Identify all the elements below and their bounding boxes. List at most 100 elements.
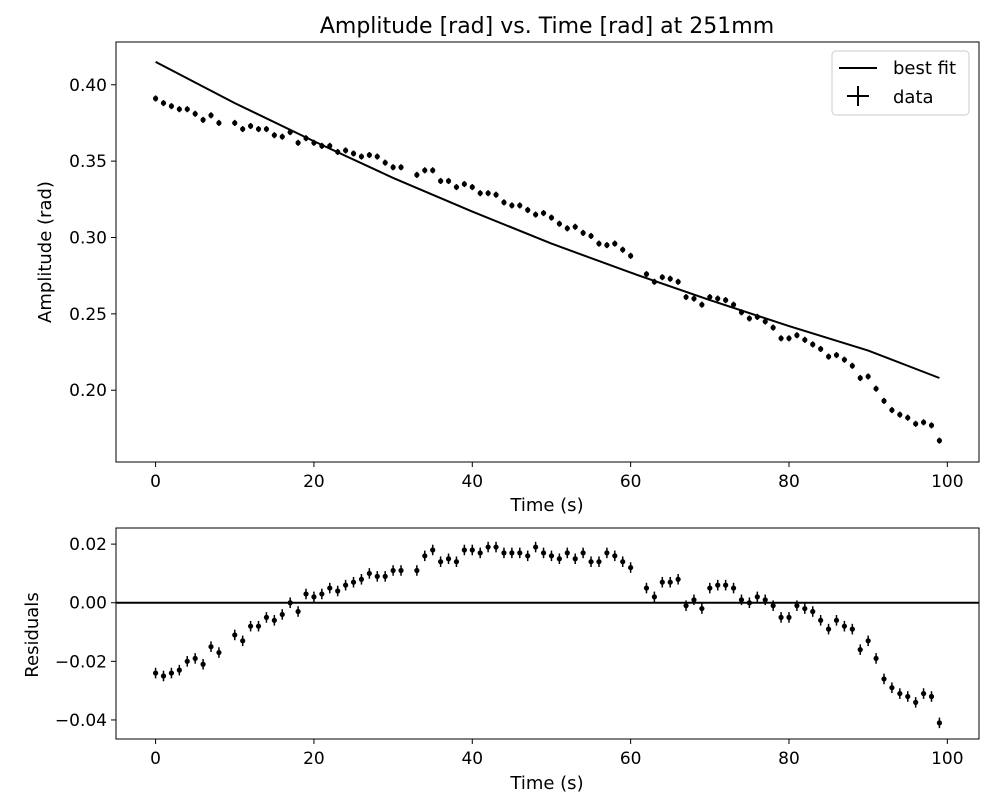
- data-point: [477, 190, 483, 197]
- data-point: [707, 582, 713, 594]
- residuals-x-tick-label: 20: [303, 749, 325, 769]
- residuals-y-tick-label: 0.02: [69, 535, 107, 555]
- data-point: [659, 576, 665, 588]
- data-point: [746, 597, 752, 609]
- data-point: [699, 603, 705, 614]
- data-point: [319, 142, 325, 149]
- data-point: [343, 579, 349, 591]
- data-point: [699, 301, 705, 308]
- data-point: [628, 252, 634, 259]
- residuals-x-tick-label: 40: [461, 749, 483, 769]
- data-point: [350, 150, 357, 157]
- data-point: [873, 385, 879, 392]
- residuals-y-tick-label: 0.00: [69, 594, 107, 614]
- data-point: [786, 612, 792, 623]
- data-point: [715, 295, 721, 302]
- data-point: [422, 167, 428, 174]
- data-point: [905, 691, 911, 702]
- data-point: [762, 594, 768, 606]
- data-point: [865, 373, 871, 380]
- data-point: [730, 301, 737, 308]
- data-point: [477, 547, 483, 559]
- data-point: [271, 132, 277, 139]
- data-point: [738, 594, 745, 606]
- residuals-y-tick-label: −0.02: [55, 652, 107, 672]
- amplitude-y-tick-label: 0.35: [69, 152, 107, 172]
- data-point: [438, 556, 444, 567]
- data-point: [715, 579, 721, 591]
- data-point: [786, 335, 792, 342]
- amplitude-plot-area: [152, 60, 943, 444]
- data-point: [176, 106, 182, 113]
- data-point: [604, 242, 610, 249]
- data-point: [414, 565, 420, 576]
- data-point: [208, 641, 214, 652]
- data-point: [200, 116, 206, 123]
- data-point: [746, 315, 752, 322]
- data-point: [525, 206, 531, 214]
- data-point: [857, 374, 863, 382]
- residuals-x-tick-label: 0: [150, 749, 161, 769]
- amplitude-y-tick-label: 0.20: [69, 381, 107, 401]
- data-point: [620, 556, 626, 567]
- data-point: [841, 356, 848, 363]
- data-point: [889, 407, 895, 414]
- data-point: [580, 229, 586, 236]
- data-point: [778, 335, 784, 342]
- amplitude-x-axis-label: Time (s): [509, 495, 583, 516]
- data-point: [509, 547, 515, 559]
- data-point: [501, 547, 507, 559]
- data-point: [564, 547, 570, 559]
- data-point: [501, 199, 507, 206]
- data-point: [818, 615, 824, 626]
- data-point: [810, 606, 816, 617]
- data-point: [453, 184, 460, 191]
- data-point: [192, 110, 198, 117]
- data-point: [287, 597, 293, 609]
- amplitude-chart: Amplitude [rad] vs. Time [rad] at 251mm …: [35, 14, 980, 516]
- legend: best fit data: [831, 50, 970, 116]
- data-point: [255, 620, 262, 632]
- data-point: [232, 119, 238, 126]
- data-point: [358, 574, 365, 585]
- data-point: [833, 615, 840, 626]
- data-point: [366, 568, 372, 579]
- data-point: [485, 190, 491, 197]
- data-point: [445, 553, 452, 565]
- data-point: [936, 717, 943, 729]
- data-point: [461, 180, 467, 188]
- residuals-y-ticks: −0.04 −0.02 0.00 0.02: [55, 535, 116, 731]
- residuals-x-tick-label: 100: [931, 749, 963, 769]
- data-point: [620, 246, 626, 253]
- data-point: [683, 600, 689, 611]
- amplitude-x-tick-label: 80: [778, 472, 800, 492]
- data-point: [335, 148, 341, 156]
- data-point: [691, 594, 697, 606]
- data-point: [430, 544, 436, 556]
- data-point: [453, 556, 460, 567]
- data-point: [279, 133, 285, 140]
- data-point: [176, 664, 182, 676]
- data-point: [152, 667, 159, 679]
- data-point: [208, 112, 214, 119]
- data-point: [295, 606, 301, 617]
- data-point: [794, 332, 800, 339]
- data-point: [247, 122, 254, 130]
- data-point: [358, 153, 365, 160]
- legend-errorbar-swatch: [847, 86, 869, 106]
- data-point: [770, 324, 776, 331]
- amplitude-y-ticks: 0.20 0.25 0.30 0.35 0.40: [69, 76, 116, 401]
- data-point: [160, 100, 167, 107]
- best-fit-line: [155, 60, 940, 379]
- data-point: [825, 353, 832, 360]
- data-point: [810, 341, 816, 348]
- data-point: [849, 362, 855, 369]
- residuals-y-tick-label: −0.04: [55, 711, 107, 731]
- data-point: [398, 164, 404, 171]
- data-point: [271, 615, 277, 626]
- residuals-x-axis-label: Time (s): [509, 773, 583, 794]
- data-point: [200, 658, 206, 670]
- data-point: [643, 582, 650, 594]
- data-point: [279, 609, 285, 620]
- data-point: [311, 139, 317, 146]
